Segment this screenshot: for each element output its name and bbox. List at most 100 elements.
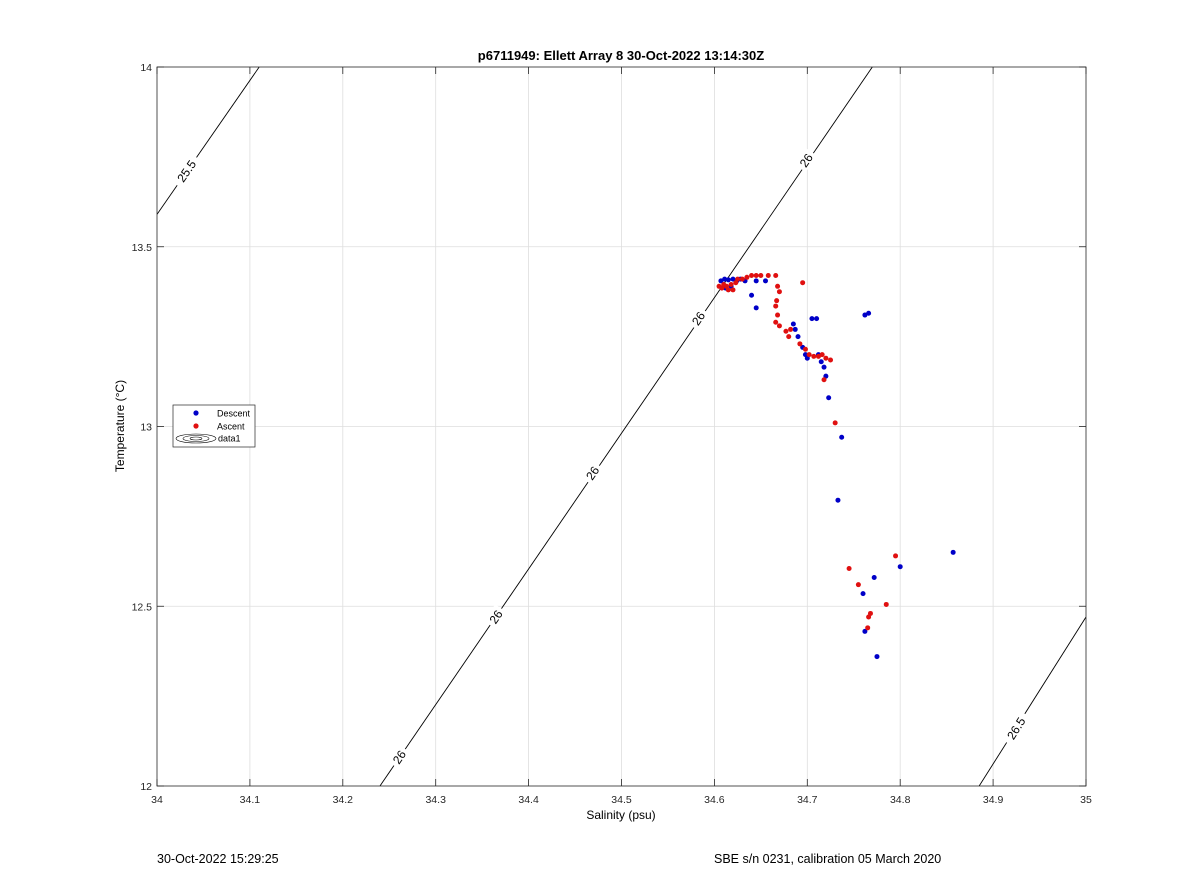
ascent-point [821,377,827,383]
descent-point [862,312,868,318]
x-axis-label: Salinity (psu) [586,808,655,822]
ascent-point [866,614,872,620]
y-tick-label: 13.5 [132,242,153,254]
legend-descent-marker [193,410,199,416]
legend-descent-label: Descent [217,409,251,419]
ascent-point [806,352,812,358]
contour-label: 26 [580,460,604,485]
ascent-point [819,352,825,358]
ascent-point [802,346,808,352]
contour-label: 26 [483,604,507,629]
descent-point [839,434,845,440]
legend-ascent-marker [193,423,199,429]
descent-point [792,326,798,332]
descent-point [753,305,759,311]
contour-line-25.5 [157,67,260,215]
contour-line-26.5 [978,616,1086,786]
ascent-point [753,273,759,279]
descent-point [897,564,903,570]
descent-point [809,316,815,322]
ascent-point [823,355,829,361]
ascent-point [744,274,750,280]
y-axis-label: Temperature (°C) [113,380,127,472]
descent-point [866,310,872,316]
ascent-point [776,323,782,329]
ascent-point [786,334,792,340]
legend-contour-label: data1 [218,434,241,444]
descent-point [753,278,759,284]
descent-point [725,277,731,283]
legend-contour-icon [175,433,217,444]
x-tick-label: 34.5 [611,794,632,806]
x-tick-label: 34.4 [518,794,539,806]
ascent-point [832,420,838,426]
contour-label: 26 [387,744,411,769]
descent-point [730,276,736,282]
descent-point [871,574,877,580]
y-tick-label: 14 [140,62,152,74]
legend: Descent Ascent data1 [172,404,256,448]
contour-label: 26 [794,147,817,173]
ascent-point [725,287,731,293]
ascent-point [775,312,781,318]
ascent-point [773,319,779,325]
descent-point [862,628,868,634]
descent-point [749,292,755,298]
axis-ticks: 34 34.1 34.2 34.3 34.4 34.5 34.6 34.7 34.8 34.9 35… [132,62,1092,806]
legend-box [172,404,256,448]
descent-point [762,278,768,284]
x-tick-label: 34.7 [797,794,818,806]
legend-ascent-label: Ascent [217,422,245,432]
ascent-point [728,281,734,287]
ascent-point [775,283,781,289]
data-points [716,273,956,660]
descent-point [826,395,832,401]
contour-line-26 [379,67,873,786]
footer-timestamp: 30-Oct-2022 15:29:25 [157,852,279,866]
x-tick-label: 34 [151,794,163,806]
x-tick-label: 34.9 [983,794,1004,806]
descent-point [835,497,841,503]
y-tick-label: 12.5 [132,601,153,613]
ascent-point [865,625,871,631]
ascent-point [811,353,817,359]
ascent-point [758,273,764,279]
ascent-point [735,276,741,282]
x-tick-label: 34.2 [333,794,354,806]
descent-point [790,321,796,327]
ascent-point [800,280,806,286]
descent-point [795,334,801,340]
ascent-point [773,273,779,279]
footer-calibration: SBE s/n 0231, calibration 05 March 2020 [714,852,942,866]
x-tick-label: 34.3 [425,794,446,806]
ascent-point [797,341,803,347]
descent-point [814,316,820,322]
x-tick-label: 34.1 [240,794,261,806]
ascent-point [730,287,736,293]
chart-title: p6711949: Ellett Array 8 30-Oct-2022 13:… [478,48,764,63]
grid-lines [157,67,1086,786]
ascent-point [846,566,852,572]
descent-point [722,276,728,282]
descent-point [860,591,866,597]
y-tick-label: 13 [140,422,152,434]
ascent-point [815,353,821,359]
ascent-point [774,298,780,304]
density-contours [157,67,1086,786]
ascent-point [783,328,789,334]
ascent-point [828,357,834,363]
ascent-point [883,601,889,607]
x-tick-label: 35 [1080,794,1092,806]
descent-point [821,364,827,370]
descent-point [874,654,880,660]
ascent-point [855,582,861,588]
descent-point [950,549,956,555]
x-tick-label: 34.6 [704,794,725,806]
x-tick-label: 34.8 [890,794,911,806]
ascent-point [773,303,779,309]
y-tick-label: 12 [140,781,152,793]
contour-label: 26 [686,305,710,331]
ascent-point [893,553,899,559]
ascent-point [749,273,755,279]
